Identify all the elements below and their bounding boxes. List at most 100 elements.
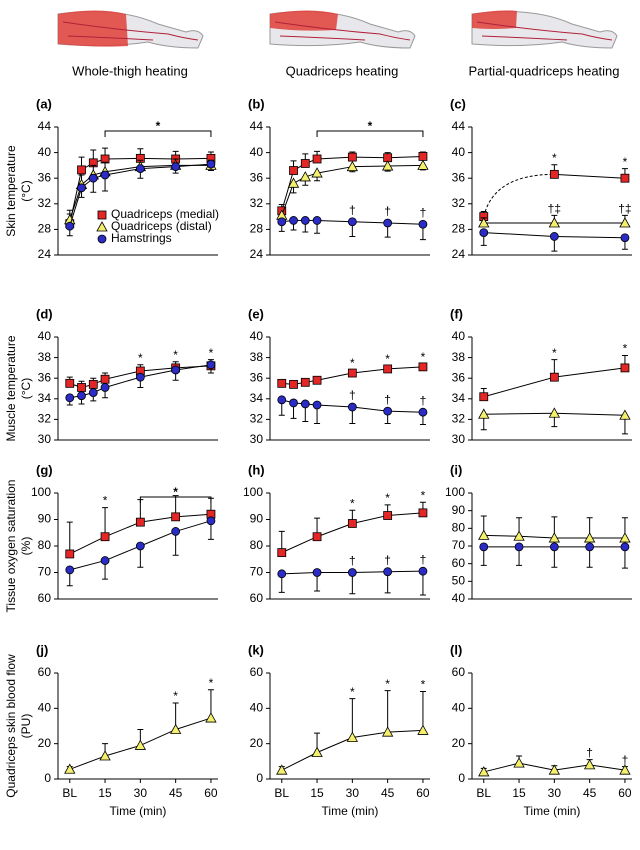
y-tick-label: 38	[38, 350, 52, 364]
y-tick-label: 44	[38, 119, 52, 133]
line-segment	[316, 737, 353, 753]
y-axis-label: (%)	[19, 537, 33, 556]
x-axis-label: Time (min)	[110, 804, 167, 818]
marker-circle	[479, 228, 489, 238]
heated-region	[270, 10, 338, 31]
y-tick-label: 28	[38, 222, 52, 236]
significance-mark: *	[623, 155, 628, 169]
line-segment	[387, 570, 423, 573]
marker-triangle	[169, 723, 182, 734]
panel-label: (d)	[36, 306, 53, 321]
line-segment	[175, 520, 212, 532]
y-tick-label: 100	[31, 485, 51, 499]
y-tick-label: 32	[250, 412, 264, 426]
panel-label: (c)	[450, 96, 466, 111]
marker-circle	[206, 360, 216, 370]
y-tick-label: 40	[452, 701, 466, 715]
marker-triangle	[513, 530, 525, 541]
line-segment	[483, 534, 520, 537]
x-tick-label: 60	[416, 786, 430, 800]
marker-triangle	[513, 757, 525, 768]
x-tick-label: BL	[274, 786, 289, 800]
marker-triangle	[417, 724, 429, 735]
x-tick-label: 45	[169, 786, 183, 800]
y-tick-label: 36	[38, 370, 52, 384]
line-segment	[175, 163, 211, 168]
marker-triangle	[478, 766, 490, 777]
significance-mark: *	[623, 342, 628, 356]
marker-triangle	[287, 177, 300, 188]
marker-circle	[277, 217, 287, 227]
y-tick-label: 30	[250, 432, 264, 446]
marker-circle	[620, 233, 630, 243]
significance-mark: †‡	[548, 201, 561, 215]
y-tick-label: 24	[38, 247, 52, 261]
line-segment	[175, 157, 211, 160]
line-segment	[483, 232, 555, 237]
significance-mark: *	[350, 356, 355, 370]
y-tick-label: 60	[452, 665, 466, 679]
marker-triangle	[311, 746, 323, 757]
x-tick-label: 15	[310, 786, 324, 800]
x-tick-label: 15	[512, 786, 526, 800]
line-segment	[352, 221, 388, 224]
y-tick-label: 38	[452, 350, 466, 364]
marker-circle	[418, 407, 428, 417]
marker-circle	[585, 542, 595, 552]
marker-square	[479, 392, 489, 402]
significance-mark: †	[384, 392, 391, 406]
marker-circle	[77, 391, 86, 401]
panel-label: (h)	[248, 462, 265, 477]
marker-triangle	[346, 160, 359, 172]
x-tick-label: BL	[62, 786, 77, 800]
y-tick-label: 60	[250, 591, 264, 605]
line-segment	[317, 156, 353, 160]
legend-marker	[97, 234, 107, 244]
x-axis-label: Time (min)	[322, 804, 379, 818]
marker-circle	[383, 218, 393, 228]
y-tick-label: 40	[250, 329, 264, 343]
marker-circle	[135, 541, 145, 551]
marker-square	[300, 159, 310, 168]
y-tick-label: 32	[250, 196, 264, 210]
significance-bracket	[104, 130, 212, 137]
line-segment	[281, 183, 294, 216]
line-segment	[105, 157, 141, 160]
y-tick-label: 36	[452, 370, 466, 384]
line-segment	[175, 717, 212, 731]
line-segment	[140, 164, 176, 168]
y-tick-label: 80	[38, 538, 52, 552]
y-tick-label: 40	[452, 591, 466, 605]
line-segment	[554, 412, 625, 416]
line-segment	[104, 521, 141, 538]
leg-illustration	[57, 10, 204, 49]
significance-mark: *	[209, 346, 214, 360]
marker-triangle	[548, 532, 561, 543]
line-segment	[352, 515, 388, 524]
error-bar	[102, 507, 109, 537]
marker-triangle	[346, 731, 359, 742]
marker-circle	[300, 216, 310, 225]
line-segment	[519, 535, 555, 539]
marker-triangle	[311, 167, 323, 178]
marker-circle	[347, 568, 357, 577]
leg-illustration	[471, 10, 618, 49]
line-segment	[281, 170, 295, 211]
marker-circle	[206, 159, 216, 169]
marker-circle	[289, 216, 298, 225]
y-tick-label: 24	[452, 247, 466, 261]
marker-circle	[277, 395, 287, 405]
marker-circle	[100, 383, 110, 392]
y-tick-label: 90	[38, 512, 52, 526]
marker-triangle	[619, 764, 631, 775]
marker-square	[277, 378, 287, 388]
y-axis-label: Skin temperature	[4, 145, 18, 237]
y-tick-label: 36	[250, 170, 264, 184]
marker-square	[312, 375, 322, 385]
y-tick-label: 20	[250, 736, 264, 750]
x-axis-label: Time (min)	[524, 804, 581, 818]
line-segment	[104, 166, 141, 173]
x-tick-label: 60	[204, 786, 218, 800]
marker-square	[312, 154, 322, 164]
line-segment	[69, 755, 106, 770]
